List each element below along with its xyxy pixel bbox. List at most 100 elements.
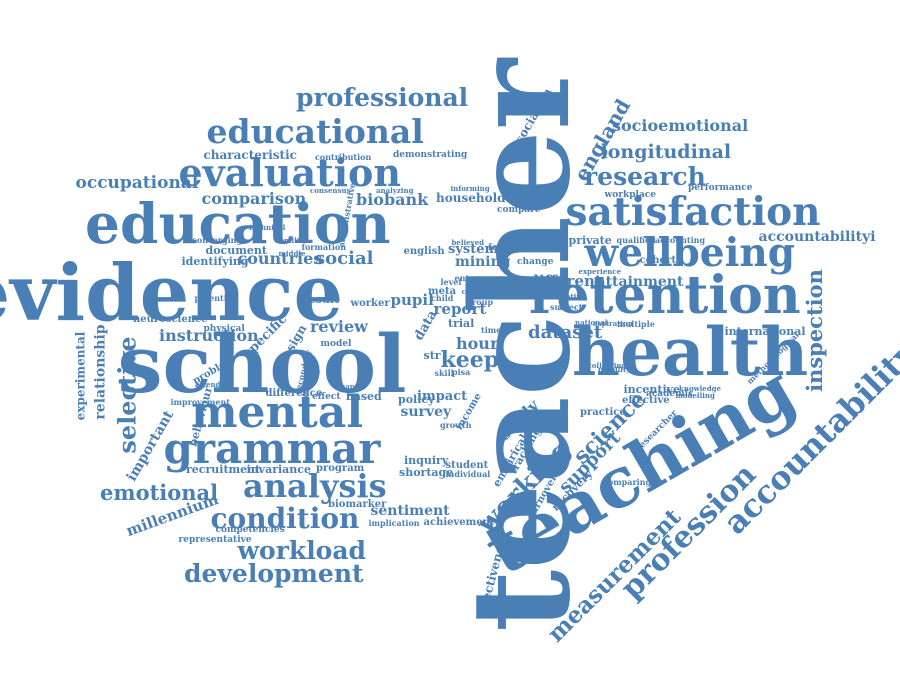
word-attending: attending — [195, 379, 234, 389]
word-effective: effective — [622, 395, 670, 406]
word-middle: middle — [278, 248, 306, 258]
word-instruction: instruction — [159, 326, 259, 345]
word-practice: practice — [580, 407, 626, 418]
word-accountabilityi: accountabilityi — [758, 229, 876, 245]
word-hour: hour — [456, 334, 499, 353]
word-professional: professional — [296, 82, 469, 112]
word-socioemotional: socioemotional — [612, 116, 749, 135]
word-analyzing: analyzing — [376, 185, 414, 195]
word-satisfaction: satisfaction — [565, 188, 821, 235]
word-based: based — [346, 389, 382, 403]
word-report: report — [433, 299, 487, 318]
word-cross: cross — [461, 286, 483, 296]
word-characteristic: characteristic — [203, 148, 297, 162]
word-retention: retention — [529, 265, 801, 326]
word-sentiment: sentiment — [370, 503, 450, 519]
word-keep: keep — [440, 347, 500, 373]
word-shortage: shortage — [399, 465, 454, 479]
word-implication: implication — [368, 518, 420, 528]
word-incentive: incentive — [623, 382, 681, 396]
word-potential: potential — [194, 293, 236, 303]
word-approach: approach — [503, 192, 551, 203]
word-trial: trial — [448, 316, 475, 330]
word-social: social — [315, 248, 374, 269]
word-improvement: improvement — [170, 397, 230, 407]
word-level: level — [440, 277, 462, 287]
word-survey: survey — [400, 404, 452, 420]
word-representative: representative — [178, 534, 252, 545]
word-household: household — [436, 191, 506, 205]
word-workplace: workplace — [604, 189, 656, 200]
word-analysis: analysis — [243, 467, 387, 505]
word-forgoes: forgoes — [488, 242, 526, 253]
word-aspiration: aspiration — [593, 318, 633, 328]
word-review: review — [310, 317, 368, 336]
word-achievement: achievement — [423, 517, 495, 528]
word-education: education — [85, 190, 391, 256]
word-mining: mining — [455, 254, 511, 270]
word-group: group — [466, 297, 494, 307]
word-evidence: evidence — [0, 248, 344, 339]
word-longitudinal: longitudinal — [600, 140, 732, 163]
word-identifying: identifying — [181, 254, 249, 268]
word-experience: experience — [578, 266, 622, 276]
word-individual: individual — [445, 469, 491, 479]
word-document: document — [205, 243, 267, 257]
word-consensus: consensus — [310, 185, 351, 195]
word-competencies: competencies — [215, 524, 285, 535]
word-program: program — [316, 463, 365, 474]
word-converging: converging — [192, 235, 243, 245]
word-str: str — [423, 348, 441, 362]
word-formation: formation — [301, 242, 347, 252]
word-effect: effect — [312, 391, 341, 402]
word-inquiry: inquiry — [404, 453, 449, 467]
word-data: data — [411, 307, 441, 343]
word-relationship: relationship — [92, 324, 109, 420]
word-research: research — [584, 161, 706, 191]
word-comparing: comparing — [603, 477, 652, 487]
word-informing: informing — [450, 183, 490, 193]
word-experimental: experimental — [72, 331, 87, 421]
word-growth: growth — [440, 420, 472, 430]
word-chapter: chapter — [336, 381, 367, 391]
word-comparison: comparison — [201, 189, 307, 208]
word-knowledge: knowledge — [679, 383, 721, 393]
word-biomarker: biomarker — [328, 499, 387, 510]
word-academic: academic — [646, 388, 694, 399]
word-demonstrating: demonstrating — [393, 149, 468, 160]
word-model: model — [320, 338, 352, 349]
word-accounting: accounting — [655, 235, 706, 245]
word-countries: countries — [237, 249, 323, 268]
word-qualified: qualified — [616, 235, 656, 245]
word-performance: performance — [688, 182, 753, 193]
word-mobility: mobility — [598, 364, 631, 374]
word-recruitment: recruitment — [186, 462, 261, 476]
word-dataset: dataset — [528, 322, 603, 343]
word-attainment: attainment — [596, 274, 684, 290]
word-biobank: biobank — [356, 190, 429, 209]
word-system: system — [448, 241, 499, 257]
word-development: development — [184, 558, 364, 588]
word-student: student — [445, 460, 489, 471]
word-skill: skill — [434, 368, 454, 378]
word-meta: meta — [428, 286, 457, 297]
word-child: child — [431, 293, 454, 303]
word-cohort: cohort — [639, 255, 677, 266]
word-educational: educational — [206, 111, 424, 151]
word-mental: mental — [191, 387, 364, 438]
word-technical: technical — [249, 222, 286, 232]
word-health: health — [572, 313, 809, 391]
word-familiar: familiar — [276, 235, 308, 245]
word-impact: impact — [417, 388, 468, 404]
word-pupil: pupil — [390, 290, 434, 309]
word-emotional: emotional — [100, 479, 219, 505]
word-collecting: collecting — [587, 360, 627, 370]
word-wellbeing: wellbeing — [584, 229, 796, 276]
word-international: international — [724, 324, 806, 338]
word-believed: believed — [451, 237, 485, 247]
word-contribution: contribution — [315, 152, 372, 162]
word-result: result — [303, 292, 340, 306]
word-time: time — [481, 325, 502, 335]
word-neuroscience: neuroscience — [133, 314, 208, 325]
